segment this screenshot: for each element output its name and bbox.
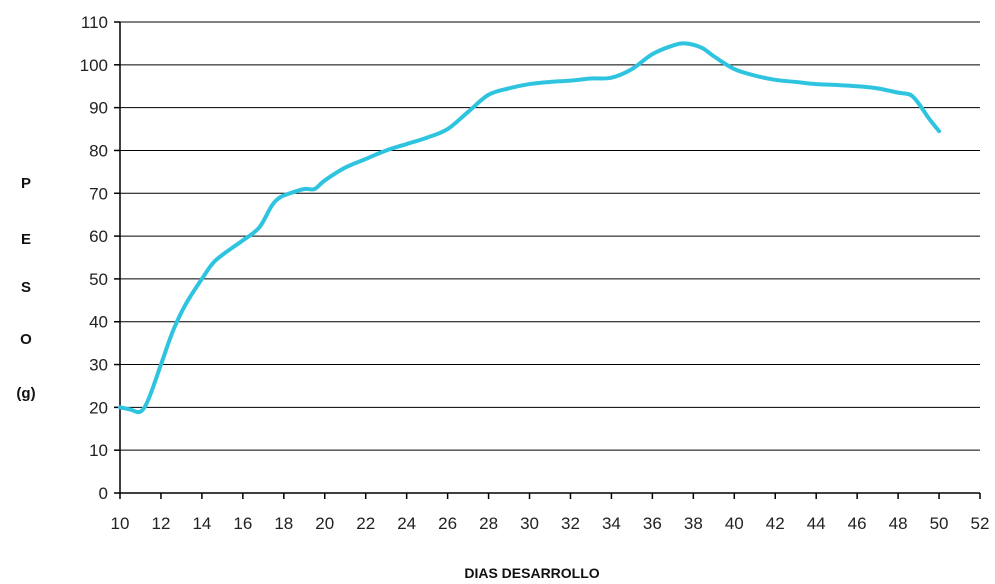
y-tick-label: 30 [89, 356, 108, 375]
x-tick-label: 16 [233, 514, 252, 533]
x-tick-label: 52 [971, 514, 990, 533]
y-axis-title-letter: E [21, 231, 31, 248]
x-tick-label: 50 [930, 514, 949, 533]
x-tick-label: 36 [643, 514, 662, 533]
y-tick-label: 20 [89, 398, 108, 417]
y-tick-label: 10 [89, 441, 108, 460]
x-tick-label: 46 [848, 514, 867, 533]
x-tick-label: 12 [151, 514, 170, 533]
y-tick-label: 40 [89, 313, 108, 332]
x-tick-label: 44 [807, 514, 826, 533]
x-tick-label: 28 [479, 514, 498, 533]
x-tick-label: 40 [725, 514, 744, 533]
x-tick-label: 20 [315, 514, 334, 533]
y-tick-label: 100 [80, 56, 108, 75]
gridlines [120, 21, 980, 451]
axes [114, 21, 981, 499]
x-tick-label: 30 [520, 514, 539, 533]
y-axis-title: P E S O (g) [16, 175, 35, 402]
x-tick-label: 48 [889, 514, 908, 533]
x-tick-label: 24 [397, 514, 416, 533]
series-line [118, 41, 942, 415]
x-tick-label: 42 [766, 514, 785, 533]
y-tick-label: 90 [89, 99, 108, 118]
y-axis-title-letter: O [20, 331, 32, 348]
x-tick-labels: 10 12 14 16 18 20 22 24 26 28 30 32 34 36 38 40 42 44 46 48… [111, 514, 990, 533]
x-tick-label: 38 [684, 514, 703, 533]
x-tick-label: 34 [602, 514, 621, 533]
y-tick-label: 0 [99, 484, 108, 503]
y-tick-label: 50 [89, 270, 108, 289]
x-axis-title: DIAS DESARROLLO [464, 565, 599, 581]
y-axis-title-letter: (g) [16, 385, 35, 402]
x-tick-label: 26 [438, 514, 457, 533]
x-tick-label: 22 [356, 514, 375, 533]
y-tick-label: 80 [89, 141, 108, 160]
y-tick-labels: 0 10 20 30 40 50 60 70 80 90 100 110 [80, 13, 108, 503]
data-series [118, 41, 942, 415]
y-tick-label: 60 [89, 227, 108, 246]
x-tick-label: 32 [561, 514, 580, 533]
y-tick-label: 110 [81, 13, 108, 32]
x-tick-label: 10 [111, 514, 130, 533]
x-tick-label: 18 [274, 514, 293, 533]
y-axis-title-letter: S [21, 279, 31, 296]
x-tick-label: 14 [192, 514, 211, 533]
y-tick-label: 70 [89, 184, 108, 203]
y-axis-title-letter: P [21, 175, 31, 192]
